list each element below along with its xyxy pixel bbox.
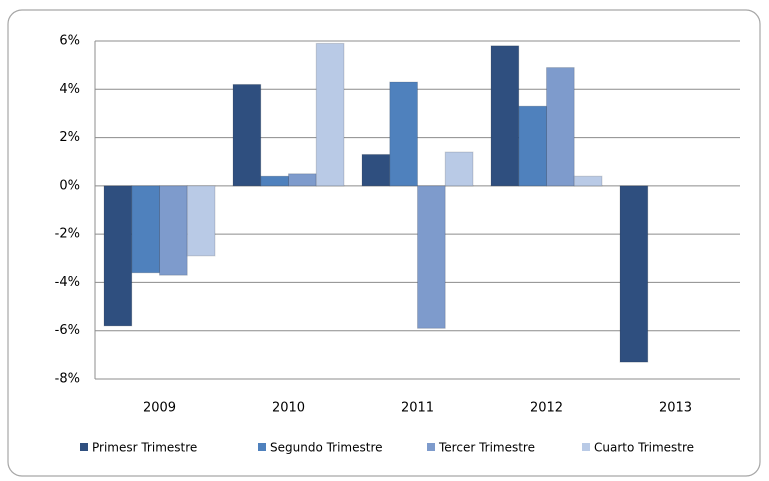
bar (288, 173, 317, 187)
bar (389, 81, 419, 187)
bar (159, 185, 188, 276)
bar (315, 42, 345, 187)
bar (186, 185, 216, 257)
y-tick-label: 6% (59, 34, 80, 49)
x-tick-label: 2009 (143, 401, 176, 416)
legend-label: Tercer Trimestre (438, 441, 535, 455)
y-tick-label: -4% (55, 275, 80, 290)
bar (490, 45, 520, 187)
y-tick-label: -2% (55, 227, 80, 242)
legend-label: Cuarto Trimestre (594, 441, 694, 455)
bar (417, 185, 446, 329)
bar (619, 185, 649, 363)
legend-swatch (582, 443, 590, 451)
legend-swatch (80, 443, 88, 451)
y-tick-label: 0% (59, 178, 80, 193)
bar (131, 185, 160, 274)
legend-swatch (427, 443, 435, 451)
y-tick-label: 2% (59, 130, 80, 145)
bar (361, 153, 391, 187)
y-tick-label: -8% (55, 372, 80, 387)
bar (518, 105, 548, 187)
bar (546, 67, 575, 187)
legend: Primesr Trimestre Segundo Trimestre Tercer… (80, 441, 694, 455)
legend-label: Segundo Trimestre (270, 441, 383, 455)
bar (103, 185, 133, 327)
y-tick-label: 4% (59, 82, 80, 97)
legend-label: Primesr Trimestre (92, 441, 197, 455)
x-tick-label: 2011 (401, 401, 434, 416)
bar (260, 175, 290, 187)
bar (444, 151, 474, 187)
legend-swatch (258, 443, 266, 451)
x-tick-label: 2010 (272, 401, 305, 416)
bar (573, 175, 603, 187)
x-tick-label: 2013 (659, 401, 692, 416)
y-tick-label: -6% (55, 323, 80, 338)
x-tick-label: 2012 (530, 401, 563, 416)
bar (232, 83, 262, 187)
